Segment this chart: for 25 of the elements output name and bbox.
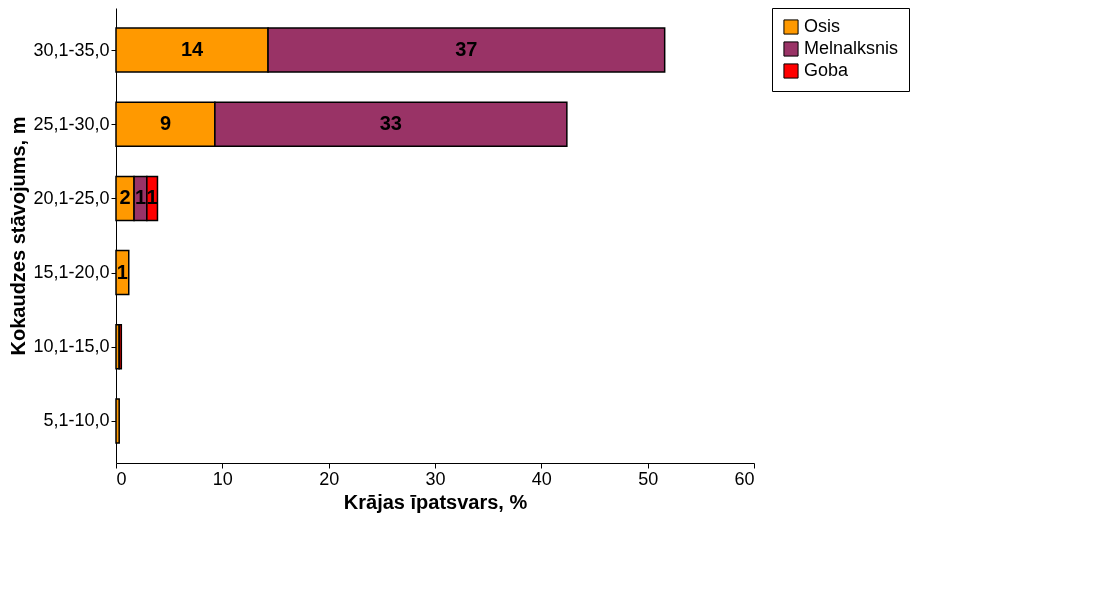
x-tick-label: 60 [734,468,755,489]
x-tick-label: 20 [319,468,340,489]
y-tick-label: 15,1-20,0 [33,262,110,283]
x-tick-label: 30 [425,468,446,489]
data-label: 9 [159,112,172,135]
y-tick-label: 10,1-15,0 [33,336,110,357]
data-label: 2 [119,186,131,209]
data-label: 1 [116,260,128,283]
y-tick-label: 30,1-35,0 [33,39,110,60]
y-tick-label: 25,1-30,0 [33,113,110,134]
y-tick-label: 5,1-10,0 [43,410,110,431]
legend-label: Osis [804,16,840,36]
data-label: 1 [134,186,147,209]
x-axis-title: Krājas īpatsvars, % [343,490,528,513]
data-label: 14 [180,38,205,61]
legend-label: Goba [804,60,850,80]
data-label: 33 [379,112,402,135]
x-tick-label: 10 [212,468,233,489]
y-axis-title: Kokaudzes stāvojums, m [7,116,30,356]
y-tick-label: 20,1-25,0 [33,187,110,208]
x-tick-label: 0 [116,468,127,489]
x-tick-label: 50 [638,468,659,489]
data-label: 37 [455,38,478,61]
legend-label: Melnalksnis [804,38,899,58]
x-tick-label: 40 [531,468,552,489]
